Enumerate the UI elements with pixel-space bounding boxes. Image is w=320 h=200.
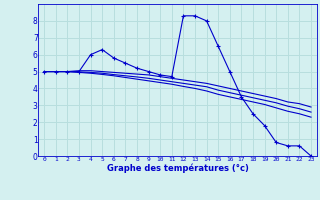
X-axis label: Graphe des températures (°c): Graphe des températures (°c): [107, 163, 249, 173]
